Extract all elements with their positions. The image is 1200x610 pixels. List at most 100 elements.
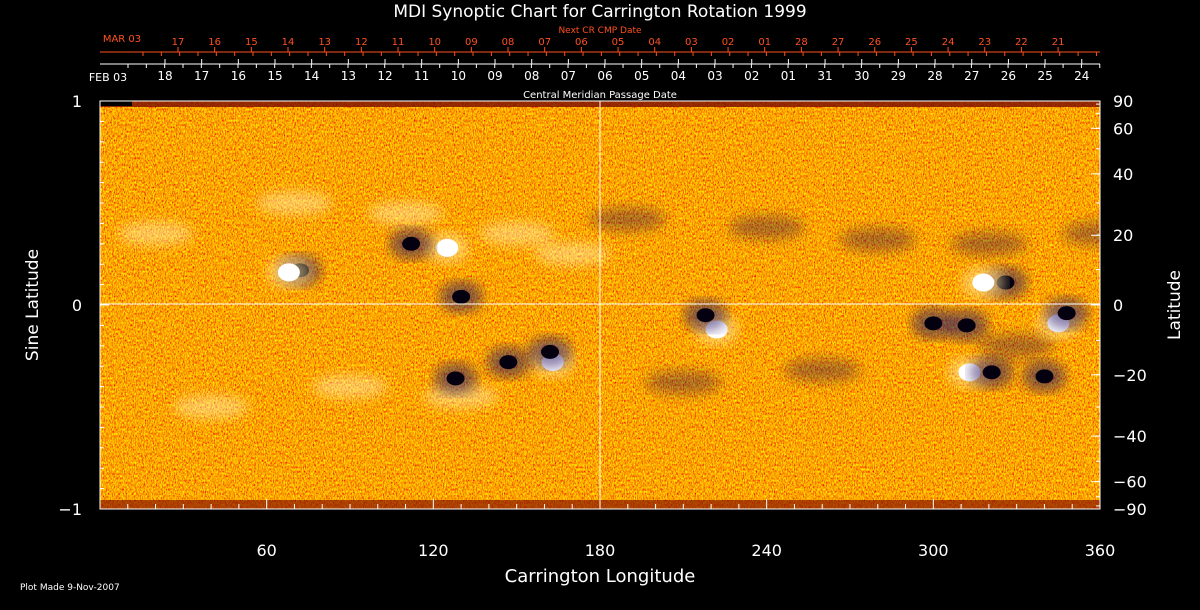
cmp-date-label: 02	[744, 69, 759, 83]
y-tick-label-right: 90	[1113, 92, 1133, 111]
y-tick-label-left: −1	[58, 500, 82, 519]
cmp-date-label: 07	[561, 69, 576, 83]
next-cr-date-label: 11	[392, 37, 405, 48]
negative-polarity-spot	[446, 371, 465, 386]
cmp-date-label: 17	[194, 69, 209, 83]
next-cr-start-label: MAR 03	[103, 34, 141, 45]
diffuse-field-band	[534, 242, 611, 266]
negative-polarity-spot	[541, 344, 559, 359]
negative-polarity-spot	[402, 236, 421, 251]
diffuse-field-band	[589, 207, 666, 232]
next-cr-date-label: 05	[612, 37, 625, 48]
negative-polarity-spot	[1057, 306, 1076, 321]
x-tick-label: 300	[918, 541, 949, 560]
cmp-date-label: 14	[304, 69, 319, 83]
next-cr-date-label: 09	[465, 37, 478, 48]
next-cr-date-label: 27	[832, 37, 845, 48]
diffuse-field-band	[950, 231, 1027, 256]
cmp-date-label: 31	[817, 69, 832, 83]
diffuse-field-band	[839, 227, 916, 252]
cmp-date-label: 10	[451, 69, 466, 83]
next-cr-date-label: 07	[538, 37, 551, 48]
next-cr-date-label: 26	[868, 37, 881, 48]
cmp-date-label: 09	[487, 69, 502, 83]
y-axis-label-right: Latitude	[1165, 270, 1185, 340]
chart-title: MDI Synoptic Chart for Carrington Rotati…	[393, 2, 806, 22]
top-axis-start-label: FEB 03	[89, 71, 127, 84]
positive-polarity-spot	[277, 263, 300, 282]
next-cr-date-label: 28	[795, 37, 808, 48]
next-cr-date-label: 24	[942, 37, 955, 48]
cmp-date-label: 30	[854, 69, 869, 83]
cmp-date-label: 13	[341, 69, 356, 83]
y-tick-label-right: 0	[1113, 296, 1123, 315]
negative-polarity-spot	[957, 318, 976, 333]
y-tick-label-right: −90	[1113, 500, 1147, 519]
y-axis-label-left: Sine Latitude	[23, 249, 43, 361]
next-cr-date-label: 12	[355, 37, 368, 48]
y-tick-label-left: 1	[72, 92, 82, 111]
diffuse-field-band	[784, 358, 861, 383]
x-tick-label: 240	[751, 541, 782, 560]
diffuse-field-band	[367, 201, 444, 226]
next-cr-date-label: 01	[758, 37, 771, 48]
top-axis-label: Central Meridian Passage Date	[523, 90, 677, 101]
diffuse-field-band	[978, 333, 1055, 358]
plot-made-note: Plot Made 9-Nov-2007	[20, 583, 120, 593]
cmp-date-label: 08	[524, 69, 539, 83]
cmp-date-label: 05	[634, 69, 649, 83]
next-cr-date-label: 25	[905, 37, 918, 48]
cmp-date-label: 16	[231, 69, 246, 83]
next-cr-date-label: 08	[502, 37, 515, 48]
next-cr-date-label: 16	[208, 37, 221, 48]
next-cr-date-label: 13	[318, 37, 331, 48]
x-tick-label: 60	[256, 541, 276, 560]
y-tick-label-left: 0	[72, 296, 82, 315]
positive-polarity-spot	[972, 273, 995, 292]
diffuse-field-band	[173, 395, 250, 419]
y-tick-label-right: −60	[1113, 473, 1147, 492]
y-tick-label-right: 20	[1113, 226, 1133, 245]
negative-polarity-spot	[1035, 369, 1054, 384]
cmp-date-label: 28	[927, 69, 942, 83]
next-cr-date-label: 17	[172, 37, 185, 48]
cmp-date-label: 06	[597, 69, 612, 83]
x-tick-label: 360	[1085, 541, 1116, 560]
next-cr-date-label: 21	[1052, 37, 1065, 48]
cmp-date-label: 03	[707, 69, 722, 83]
y-tick-label-right: 60	[1113, 119, 1133, 138]
x-tick-label: 180	[585, 541, 616, 560]
cmp-date-label: 25	[1037, 69, 1052, 83]
cmp-date-label: 11	[414, 69, 429, 83]
cmp-date-label: 15	[267, 69, 282, 83]
positive-polarity-spot	[436, 238, 459, 257]
diffuse-field-band	[728, 215, 805, 240]
cmp-date-label: 12	[377, 69, 392, 83]
cmp-date-label: 01	[781, 69, 796, 83]
y-tick-label-right: 40	[1113, 165, 1133, 184]
cmp-date-label: 26	[1001, 69, 1016, 83]
next-cr-date-label: 22	[1015, 37, 1028, 48]
diffuse-field-band	[645, 370, 722, 395]
x-tick-label: 120	[418, 541, 449, 560]
negative-polarity-spot	[499, 355, 518, 370]
next-cr-date-label: 02	[722, 37, 735, 48]
next-cr-label: Next CR CMP Date	[558, 26, 642, 36]
negative-polarity-spot	[924, 316, 943, 331]
next-cr-date-label: 14	[282, 37, 295, 48]
negative-polarity-spot	[982, 365, 1001, 380]
cmp-date-label: 18	[157, 69, 172, 83]
cmp-date-label: 04	[671, 69, 686, 83]
diffuse-field-band	[256, 191, 333, 215]
cmp-date-label: 29	[891, 69, 906, 83]
y-tick-label-right: −20	[1113, 366, 1147, 385]
x-axis-label: Carrington Longitude	[505, 566, 696, 587]
diffuse-field-band	[117, 221, 194, 246]
diffuse-field-band	[1062, 221, 1100, 246]
y-tick-label-right: −40	[1113, 427, 1147, 446]
next-cr-date-label: 10	[428, 37, 441, 48]
cmp-date-label: 27	[964, 69, 979, 83]
next-cr-date-label: 06	[575, 37, 588, 48]
magnetogram-map	[100, 101, 1100, 509]
